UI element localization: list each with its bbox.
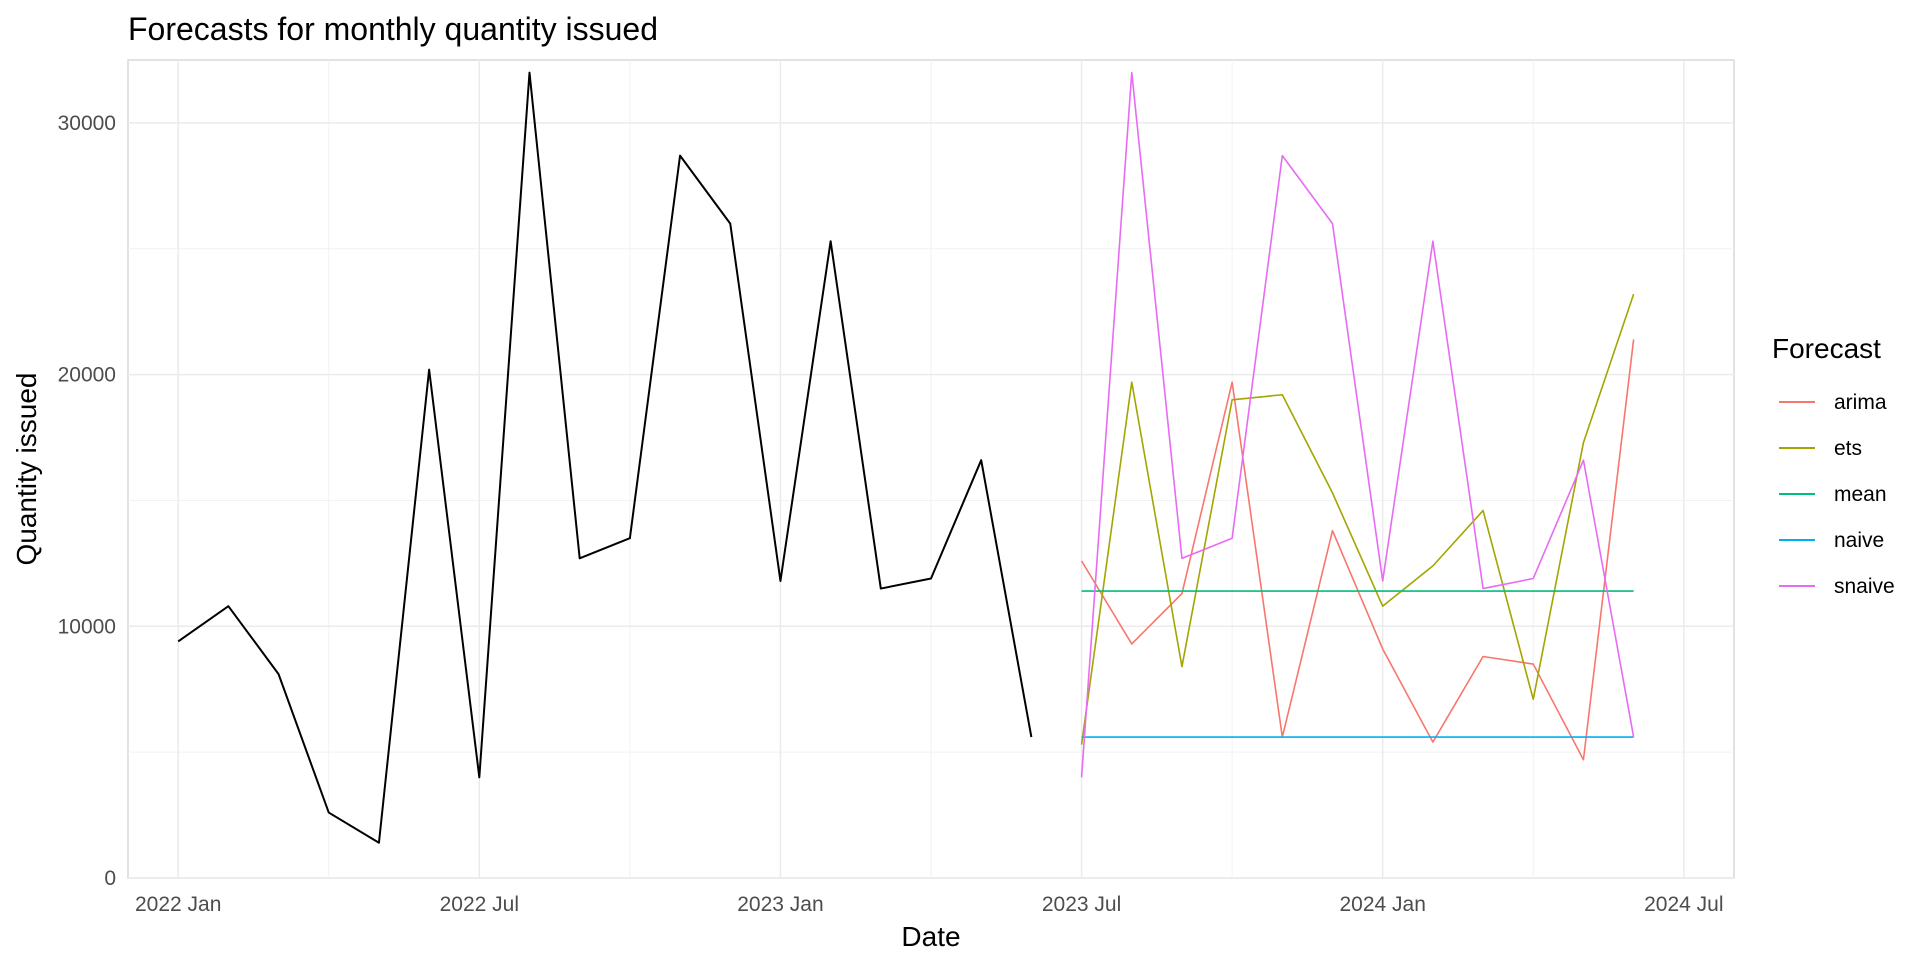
grid-minor	[128, 60, 1734, 878]
legend-title: Forecast	[1772, 333, 1881, 364]
y-tick-label: 30000	[58, 112, 116, 135]
history-line	[177, 71, 1033, 844]
y-tick-label: 10000	[58, 615, 116, 638]
x-tick-label: 2024 Jul	[1644, 893, 1723, 916]
ets-line	[1080, 293, 1635, 745]
x-tick-label: 2023 Jan	[737, 893, 823, 916]
x-tick-label: 2022 Jan	[135, 893, 221, 916]
x-axis-label: Date	[901, 921, 960, 952]
y-axis-label: Quantity issued	[11, 373, 42, 566]
legend: Forecast arima ets mean naive snaive	[1772, 333, 1895, 598]
y-tick-label: 20000	[58, 364, 116, 387]
legend-label-naive: naive	[1834, 529, 1884, 552]
legend-label-ets: ets	[1834, 437, 1862, 460]
chart-title: Forecasts for monthly quantity issued	[128, 11, 658, 47]
x-tick-label: 2022 Jul	[440, 893, 519, 916]
series-layer	[177, 71, 1635, 844]
x-axis-ticks: 2022 Jan 2022 Jul 2023 Jan 2023 Jul 2024 Jan…	[135, 893, 1724, 916]
legend-label-mean: mean	[1834, 483, 1887, 506]
legend-label-arima: arima	[1834, 391, 1887, 414]
legend-items: arima ets mean naive snaive	[1779, 391, 1895, 598]
arima-line	[1080, 339, 1635, 761]
legend-label-snaive: snaive	[1834, 575, 1895, 598]
x-tick-label: 2024 Jan	[1339, 893, 1425, 916]
y-tick-label: 0	[104, 867, 116, 890]
x-tick-label: 2023 Jul	[1042, 893, 1121, 916]
snaive-line	[1080, 71, 1635, 778]
grid-major	[128, 60, 1734, 879]
y-axis-ticks: 0 10000 20000 30000	[58, 112, 116, 890]
